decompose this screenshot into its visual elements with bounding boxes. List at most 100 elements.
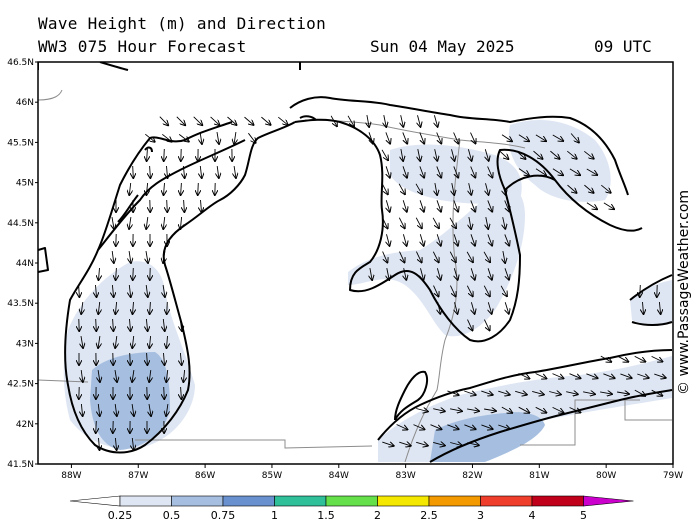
wave-arrow xyxy=(146,251,148,263)
wave-arrow xyxy=(183,369,184,382)
wave-arrow xyxy=(501,134,512,142)
wave-arrow xyxy=(112,284,113,297)
wave-arrow xyxy=(584,184,593,193)
wave-arrow xyxy=(244,116,254,125)
wave-arrow xyxy=(535,134,546,141)
wave-arrow xyxy=(147,352,148,365)
wave-arrow xyxy=(418,149,420,161)
wave-arrow xyxy=(198,182,199,195)
wave-arrow xyxy=(499,150,509,159)
map-title: Wave Height (m) and Direction xyxy=(38,14,327,33)
wave-arrow xyxy=(433,409,445,412)
wave-arrow xyxy=(498,425,509,429)
wave-arrow xyxy=(163,285,165,297)
wave-arrow xyxy=(99,267,100,280)
mackinac-islands xyxy=(144,115,317,153)
wave-arrow xyxy=(484,409,496,411)
wave-arrow xyxy=(436,166,441,177)
wave-arrow xyxy=(532,391,544,394)
colorbar-segment xyxy=(428,495,481,507)
lon-label: 82W xyxy=(462,471,482,481)
wave-arrow xyxy=(617,392,629,394)
wave-arrow xyxy=(566,392,578,395)
wave-arrow xyxy=(471,302,474,314)
wave-arrow xyxy=(129,182,130,195)
wave-arrow xyxy=(535,168,546,176)
wave-arrow xyxy=(381,183,388,195)
wave-arrow xyxy=(418,115,421,127)
wave-arrow xyxy=(79,284,80,297)
colorbar-label: 0.75 xyxy=(211,509,236,522)
wave-arrow xyxy=(637,374,648,378)
wave-arrow xyxy=(200,165,201,178)
forecast-subtitle: WW3 075 Hour Forecast xyxy=(38,37,247,56)
wave-arrow xyxy=(330,115,337,126)
wave-arrow xyxy=(416,409,428,412)
wave-arrow xyxy=(500,285,507,296)
wave-arrow xyxy=(146,217,148,229)
forecast-hour: 09 UTC xyxy=(594,37,652,56)
wave-arrow xyxy=(162,133,171,141)
wave-arrow xyxy=(183,165,184,178)
wave-arrow xyxy=(401,115,404,127)
wave-arrow xyxy=(403,234,406,246)
coastlines xyxy=(38,62,673,463)
wave-arrow xyxy=(98,301,99,314)
wave-arrow xyxy=(487,200,492,211)
wave-arrow xyxy=(481,424,492,429)
wave-arrow xyxy=(415,251,421,263)
wave-arrow xyxy=(518,134,529,141)
lon-label: 88W xyxy=(61,471,81,481)
michigan-upper-peninsula-shore xyxy=(97,139,246,251)
wave-arrow xyxy=(435,149,438,161)
wave-arrow xyxy=(485,149,488,161)
wave-arrow xyxy=(396,424,408,430)
lat-label: 45.5N xyxy=(7,138,34,148)
wave-arrow xyxy=(130,352,131,365)
colorbar-segment xyxy=(274,495,327,507)
wave-arrow xyxy=(471,234,475,245)
lat-label: 45N xyxy=(16,179,34,189)
wave-arrow xyxy=(167,301,168,314)
wave-arrow xyxy=(470,200,475,211)
colorbar-low-end xyxy=(69,495,121,507)
wave-arrow xyxy=(385,132,390,143)
wave-arrow xyxy=(180,319,182,331)
wave-arrow xyxy=(367,115,369,127)
wave-arrow xyxy=(447,390,458,395)
wave-arrow xyxy=(421,268,424,280)
wave-arrow xyxy=(96,284,97,297)
lat-label: 43.5N xyxy=(7,299,34,309)
wave-arrow xyxy=(498,391,509,395)
wave-arrow xyxy=(399,251,405,263)
wave-arrow xyxy=(570,133,579,143)
wave-arrow xyxy=(402,132,407,143)
wave-arrow xyxy=(454,268,457,280)
wave-arrow xyxy=(659,301,660,314)
colorbar-label: 2.5 xyxy=(420,509,438,522)
wave-arrow xyxy=(419,132,424,143)
wave-arrow xyxy=(502,183,505,195)
wave-arrow xyxy=(455,302,458,314)
wave-arrow xyxy=(449,285,455,297)
colorbar-label: 2 xyxy=(374,509,381,522)
lake-huron-shore xyxy=(294,118,643,343)
wave-arrow xyxy=(129,217,131,229)
wave-arrow xyxy=(533,150,543,159)
wave-arrow xyxy=(552,406,564,412)
wave-arrow xyxy=(487,234,492,245)
wave-arrow xyxy=(115,336,117,348)
colorbar-label: 0.5 xyxy=(163,509,181,522)
wave-arrow xyxy=(167,335,168,348)
wave-arrow xyxy=(486,217,488,229)
wave-arrow xyxy=(471,268,475,279)
wave-arrow xyxy=(567,184,577,193)
wave-arrow xyxy=(167,165,168,178)
wave-arrow xyxy=(583,392,595,394)
wave-arrow xyxy=(550,150,559,159)
colorbar-label: 1 xyxy=(271,509,278,522)
wave-arrow xyxy=(552,134,563,141)
lon-label: 86W xyxy=(195,471,215,481)
wave-arrow xyxy=(433,285,439,297)
wave-arrow xyxy=(654,374,665,378)
